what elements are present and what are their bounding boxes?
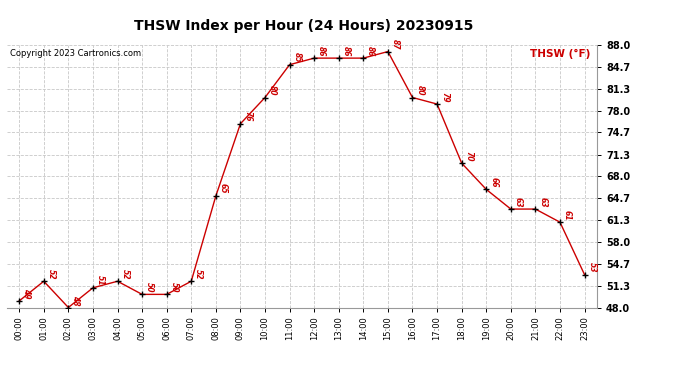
Text: 48: 48 (71, 295, 80, 306)
Text: 61: 61 (563, 210, 572, 220)
Text: 50: 50 (145, 282, 154, 292)
Text: 80: 80 (415, 85, 424, 96)
Text: 51: 51 (96, 275, 105, 286)
Text: THSW (°F): THSW (°F) (530, 49, 590, 59)
Text: 63: 63 (514, 196, 523, 207)
Text: 50: 50 (170, 282, 179, 292)
Text: 66: 66 (489, 177, 498, 188)
Text: 85: 85 (293, 52, 302, 63)
Text: 86: 86 (366, 46, 375, 56)
Text: 86: 86 (342, 46, 351, 56)
Text: 52: 52 (194, 269, 204, 279)
Text: 49: 49 (22, 288, 31, 299)
Text: 65: 65 (219, 183, 228, 194)
Text: 79: 79 (440, 92, 449, 102)
Text: 76: 76 (244, 111, 253, 122)
Text: Copyright 2023 Cartronics.com: Copyright 2023 Cartronics.com (10, 49, 141, 58)
Text: 52: 52 (121, 269, 130, 279)
Text: 80: 80 (268, 85, 277, 96)
Text: 87: 87 (391, 39, 400, 50)
Text: THSW Index per Hour (24 Hours) 20230915: THSW Index per Hour (24 Hours) 20230915 (134, 19, 473, 33)
Text: 86: 86 (317, 46, 326, 56)
Text: 53: 53 (587, 262, 597, 273)
Text: 70: 70 (464, 151, 473, 161)
Text: 63: 63 (538, 196, 547, 207)
Text: 52: 52 (47, 269, 56, 279)
